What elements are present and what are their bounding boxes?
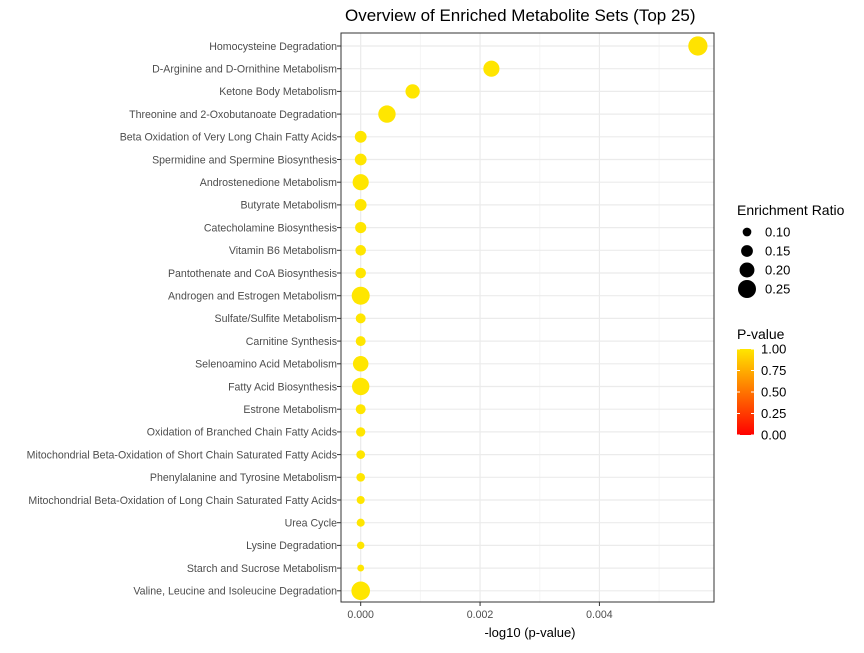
- color-legend-label: 0.00: [761, 428, 786, 443]
- data-points: [351, 36, 708, 601]
- size-legend-key: [738, 280, 756, 298]
- y-tick-label: Estrone Metabolism: [243, 404, 337, 416]
- y-tick-label: Vitamin B6 Metabolism: [229, 245, 337, 257]
- x-axis-label: -log10 (p-value): [484, 625, 575, 640]
- y-tick-label: Urea Cycle: [285, 518, 338, 530]
- panel-border: [340, 32, 715, 603]
- y-tick-label: Androgen and Estrogen Metabolism: [168, 291, 337, 303]
- size-legend-title: Enrichment Ratio: [737, 202, 845, 218]
- y-tick-label: Beta Oxidation of Very Long Chain Fatty …: [120, 132, 337, 144]
- data-point: [356, 495, 365, 505]
- y-tick-label: Carnitine Synthesis: [246, 336, 337, 348]
- data-point: [355, 336, 366, 347]
- y-tick-label: Spermidine and Spermine Biosynthesis: [152, 154, 337, 166]
- x-tick-label: 0.002: [467, 609, 494, 621]
- y-tick-label: D-Arginine and D-Ornithine Metabolism: [152, 64, 337, 76]
- y-tick-label: Lysine Degradation: [246, 540, 337, 552]
- data-point: [351, 581, 371, 601]
- data-point: [356, 472, 366, 482]
- y-tick-label: Oxidation of Branched Chain Fatty Acids: [147, 427, 337, 439]
- data-point: [356, 518, 365, 527]
- data-point: [405, 84, 420, 99]
- data-point: [356, 541, 365, 550]
- color-legend-label: 0.25: [761, 406, 786, 421]
- y-tick-label: Valine, Leucine and Isoleucine Degradati…: [133, 586, 337, 598]
- data-point: [354, 199, 367, 211]
- data-point: [483, 60, 500, 77]
- data-point: [356, 450, 366, 459]
- data-point: [355, 404, 366, 415]
- y-tick-label: Pantothenate and CoA Biosynthesis: [168, 268, 337, 280]
- x-tick-label: 0.000: [347, 609, 374, 621]
- y-tick-label: Phenylalanine and Tyrosine Metabolism: [150, 472, 337, 484]
- data-point: [355, 222, 367, 234]
- color-legend-label: 0.75: [761, 363, 786, 378]
- data-point: [354, 153, 367, 166]
- size-legend-key: [739, 262, 755, 278]
- data-point: [354, 130, 367, 143]
- data-point: [378, 105, 396, 123]
- y-tick-label: Threonine and 2-Oxobutanoate Degradation: [129, 109, 337, 121]
- y-tick-label: Fatty Acid Biosynthesis: [228, 381, 337, 393]
- y-tick-label: Butyrate Metabolism: [240, 200, 337, 212]
- y-tick-label: Starch and Sucrose Metabolism: [187, 563, 337, 575]
- size-legend-label: 0.20: [765, 263, 790, 278]
- chart-title: Overview of Enriched Metabolite Sets (To…: [345, 6, 696, 25]
- grid: [341, 33, 714, 602]
- size-legend-label: 0.25: [765, 282, 790, 297]
- data-point: [688, 36, 708, 56]
- y-tick-label: Catecholamine Biosynthesis: [204, 222, 337, 234]
- data-point: [355, 245, 366, 256]
- color-legend-bar: [737, 349, 754, 435]
- color-legend: P-value 1.00 0.75 0.50 0.25 0.00: [737, 326, 786, 443]
- y-tick-label: Sulfate/Sulfite Metabolism: [215, 313, 338, 325]
- size-legend-key: [742, 227, 752, 237]
- data-point: [355, 313, 366, 324]
- color-legend-title: P-value: [737, 326, 785, 342]
- size-legend-label: 0.10: [765, 225, 790, 240]
- size-legend: Enrichment Ratio 0.10 0.15 0.20 0.25: [737, 202, 845, 298]
- data-point: [351, 286, 370, 305]
- y-tick-label: Ketone Body Metabolism: [219, 86, 337, 98]
- data-point: [355, 267, 366, 279]
- y-tick-label: Mitochondrial Beta-Oxidation of Short Ch…: [27, 449, 337, 461]
- x-axis: 0.000 0.002 0.004: [347, 602, 613, 621]
- data-point: [352, 377, 370, 396]
- x-tick-label: 0.004: [586, 609, 613, 621]
- data-point: [356, 427, 366, 437]
- y-tick-label: Selenoamino Acid Metabolism: [195, 359, 337, 371]
- data-point: [352, 356, 369, 372]
- color-legend-label: 0.50: [761, 385, 786, 400]
- size-legend-key: [741, 245, 753, 257]
- size-legend-label: 0.15: [765, 244, 790, 259]
- y-tick-label: Homocysteine Degradation: [209, 41, 337, 53]
- data-point: [352, 174, 369, 191]
- y-axis: Homocysteine Degradation D-Arginine and D…: [27, 41, 341, 598]
- color-legend-label: 1.00: [761, 342, 786, 357]
- data-point: [357, 564, 365, 572]
- y-tick-label: Androstenedione Metabolism: [200, 177, 337, 189]
- y-tick-label: Mitochondrial Beta-Oxidation of Long Cha…: [28, 495, 337, 507]
